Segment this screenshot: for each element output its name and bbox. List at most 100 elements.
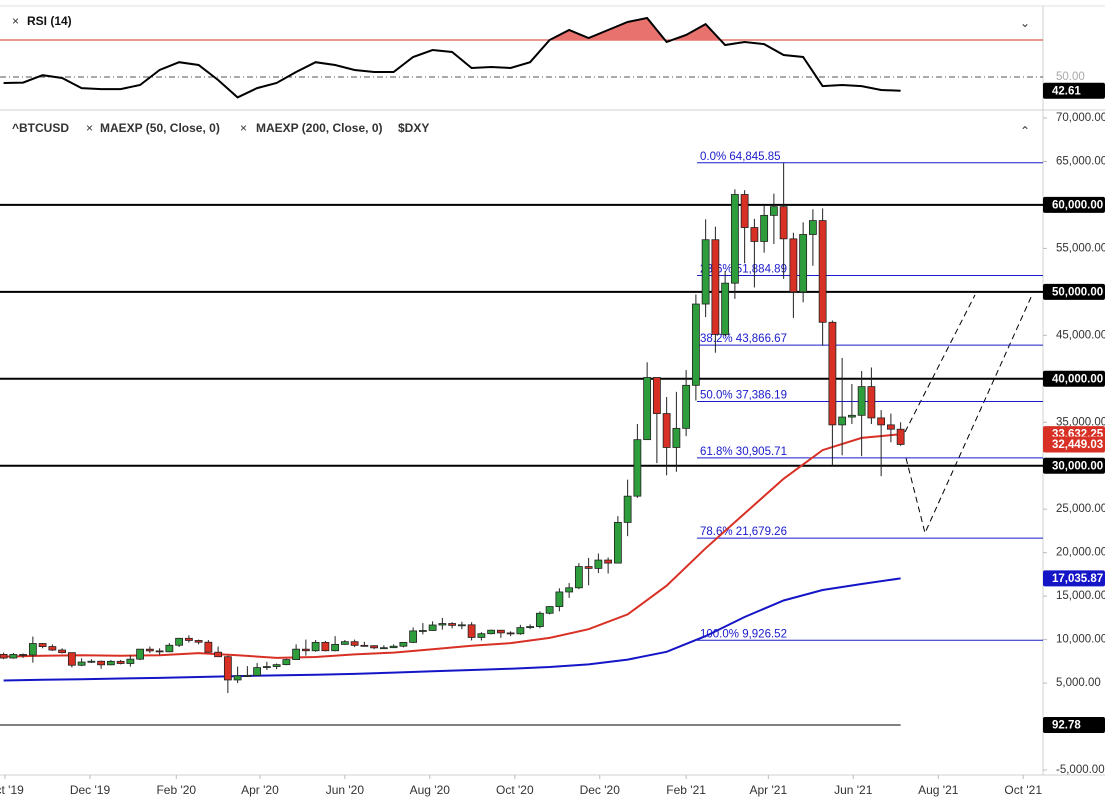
fib-label: 78.6% 21,679.26 [700,526,787,538]
candle-body [311,641,320,652]
candle-body [321,641,330,652]
candle-body [574,566,583,589]
candle-body [643,377,652,441]
candle-body [184,637,193,641]
projection-line [904,294,976,433]
candle-body [155,650,164,653]
candle-body [0,653,8,659]
candle-body [438,623,447,626]
y-tick-label: 25,000.00 [1056,503,1105,515]
candle-body [730,194,739,284]
candle-body [253,667,262,676]
fib-label: 61.8% 30,905.71 [700,446,787,458]
candle-body [389,645,398,649]
rsi-badge [1043,82,1105,99]
candle-body [87,660,96,663]
candle-body [136,648,145,660]
close-icon[interactable]: × [12,14,19,28]
candle-body [301,648,310,652]
candle-body [477,633,486,638]
rsi-tick-label: 50.00 [1056,71,1085,83]
candle-body [691,303,700,386]
candle-body [711,239,720,335]
candle-body [282,659,291,666]
candle-body [457,624,466,627]
candle-body [877,417,886,426]
price-badge [1043,717,1105,733]
candle-body [584,566,593,569]
price-badge-label: 40,000.00 [1052,373,1103,385]
candle-body [652,377,661,414]
candle-body [370,645,379,649]
candle-body [448,623,457,626]
candle-body [750,227,759,242]
candle-body [126,658,135,664]
fib-label: 0.0% 64,845.85 [700,151,781,163]
x-tick-label: Jun '20 [326,783,365,797]
candle-body [204,641,213,653]
candle-body [867,386,876,419]
candle-body [409,630,418,643]
rsi-line [3,16,901,99]
y-tick-label: 10,000.00 [1056,634,1105,646]
x-tick-label: Dec '20 [580,783,621,797]
candle-body [194,640,203,643]
candle-body [428,624,437,631]
fib-label: 38.2% 43,866.67 [700,333,787,345]
candle-body [799,234,808,293]
price-badge-label: 50,000.00 [1052,286,1103,298]
candle-body [496,629,505,634]
candle-body [818,220,827,323]
y-tick-label: 20,000.00 [1056,547,1105,559]
rsi-title: RSI (14) [27,14,72,28]
collapse-icon[interactable]: ⌃ [1020,124,1030,138]
fib-label: 23.6% 51,884.89 [700,264,787,276]
candle-body [223,656,232,681]
candle-body [672,427,681,448]
legend-entry: MAEXP (50, Close, 0) [100,121,220,135]
candle-body [613,522,622,564]
candle-body [769,206,778,216]
candle-body [418,630,427,632]
candle-body [701,239,710,305]
candle-body [886,424,895,430]
candle-body [165,644,174,653]
rsi-badge-label: 42.61 [1052,85,1081,97]
projection-lines [904,294,1033,535]
candle-body [545,606,554,614]
candle-body [721,282,730,335]
y-tick-label: 45,000.00 [1056,329,1105,341]
price-badge-label: 92.78 [1052,720,1081,732]
close-icon[interactable]: × [240,121,247,135]
candle-body [379,647,388,650]
x-tick-label: Feb '20 [156,783,196,797]
price-badge [1043,370,1105,387]
candle-body [838,416,847,426]
close-icon[interactable]: × [86,121,93,135]
x-tick-label: Apr '21 [750,783,788,797]
price-badge [1043,196,1105,213]
candle-body [340,641,349,645]
candle-body [116,660,125,664]
candle-body [77,661,86,666]
candle-body [399,641,408,647]
price-badge [1043,457,1105,474]
collapse-icon[interactable]: ⌄ [1020,16,1030,30]
y-tick-label: 55,000.00 [1056,242,1105,254]
legend-entry: $DXY [398,121,429,135]
x-tick-label: Oct '20 [496,783,534,797]
candle-body [623,495,632,523]
legend-entry: MAEXP (200, Close, 0) [256,121,383,135]
price-badge-label: 60,000.00 [1052,199,1103,211]
price-badge-label: 32,449.03 [1052,439,1103,451]
legend-entry: ^BTCUSD [12,121,69,135]
x-tick-label: Aug '20 [410,783,451,797]
candle-body [145,648,154,652]
ma-line [3,577,901,682]
candle-body [526,626,535,629]
candle-body [565,587,574,593]
candle-body [740,194,749,228]
fib-label: 100.0% 9,926.52 [700,628,787,640]
